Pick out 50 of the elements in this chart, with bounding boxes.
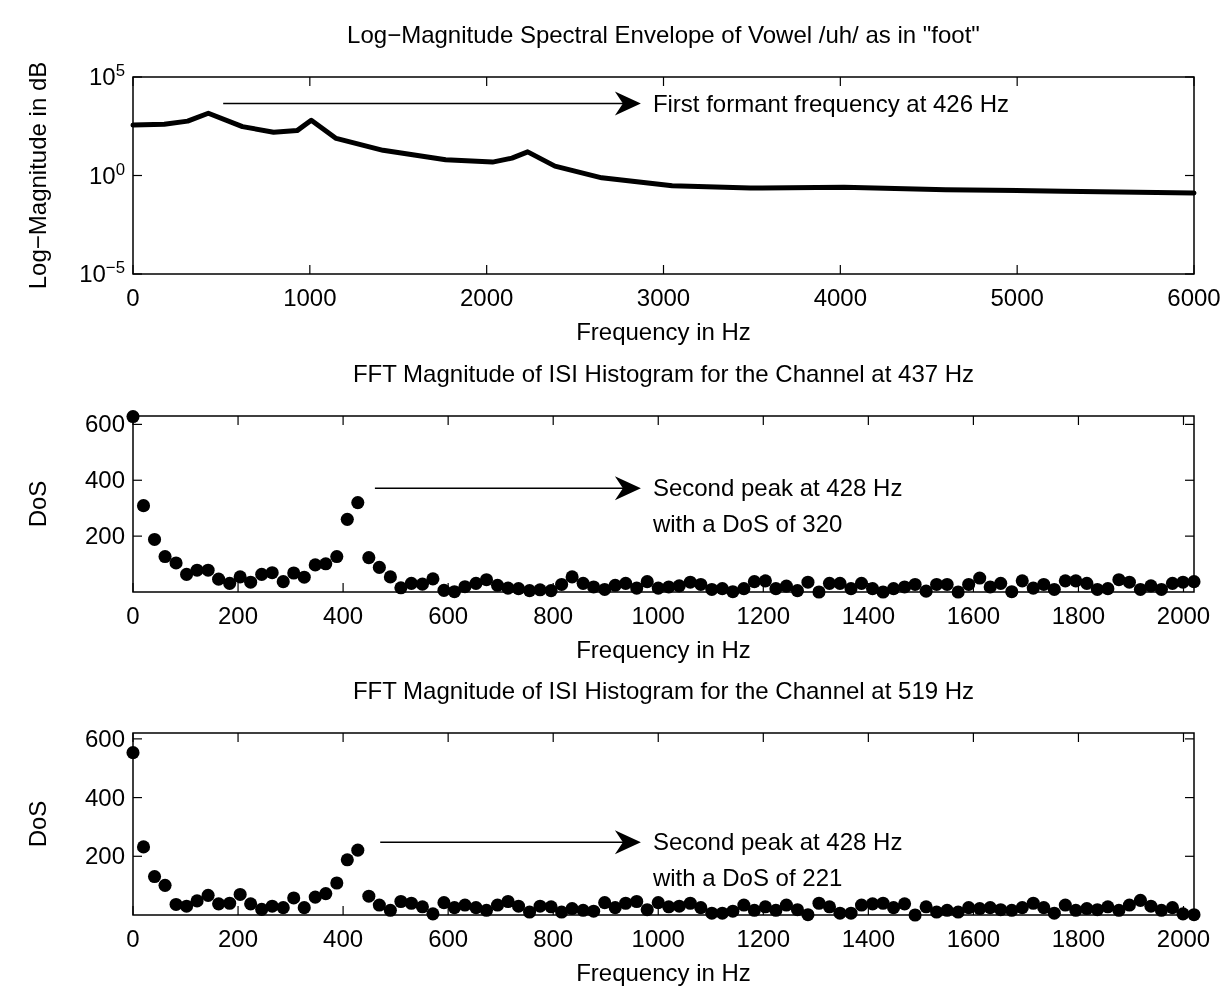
x-tick-label: 200: [218, 602, 259, 629]
x-tick-label: 1200: [736, 925, 790, 952]
x-tick-label: 5000: [990, 284, 1044, 311]
x-tick-label: 1400: [841, 925, 896, 952]
y-tick-label: 10$^{0}$: [88, 159, 125, 189]
x-tick-label: 1800: [1051, 925, 1106, 952]
x-tick-label: 0: [126, 925, 140, 952]
x-tick-label: 1000: [631, 602, 685, 629]
x-tick-label: 4000: [813, 284, 868, 311]
x-tick-label: 200: [218, 925, 259, 952]
x-tick-label: 2000: [459, 284, 514, 311]
annotation: Second peak at 428 Hz with a DoS of 320: [651, 474, 903, 538]
x-tick-label: 2000: [1156, 925, 1211, 952]
x-tick-label: 3000: [636, 284, 691, 311]
y-tick-label: 600: [84, 410, 125, 438]
x-tick-label: 800: [533, 925, 574, 952]
x-tick-label: 800: [533, 602, 574, 629]
x-tick-label: 600: [428, 602, 469, 629]
x-tick-label: 1000: [283, 284, 337, 311]
x-axis-title: Frequency in Hz: [576, 959, 751, 986]
y-tick-label: 400: [84, 783, 125, 811]
x-tick-label: 1400: [841, 602, 896, 629]
x-axis-title: Frequency in Hz: [576, 318, 751, 345]
x-axis-title: Frequency in Hz: [576, 636, 751, 663]
y-tick-label: 10$^{−5}$: [79, 257, 125, 287]
y-tick-label: 200: [84, 522, 125, 550]
x-tick-label: 6000: [1167, 284, 1221, 311]
x-tick-label: 400: [323, 925, 364, 952]
x-tick-label: 0: [126, 284, 140, 311]
annotation: First formant frequency at 426 Hz: [652, 89, 1010, 117]
x-tick-label: 400: [323, 602, 364, 629]
x-tick-label: 1800: [1051, 602, 1106, 629]
annotation: Second peak at 428 Hz with a DoS of 221: [651, 828, 903, 892]
y-tick-label: 10$^{5}$: [88, 60, 125, 90]
x-tick-label: 600: [428, 925, 469, 952]
chart-title: FFT Magnitude of ISI Histogram for the Channel at 437 Hz: [352, 360, 975, 387]
chart-title: FFT Magnitude of ISI Histogram for the Channel at 519 Hz: [352, 677, 975, 704]
y-tick-label: 600: [84, 724, 125, 752]
x-tick-label: 1000: [631, 925, 685, 952]
x-tick-label: 1600: [946, 925, 1001, 952]
chart-title: Log−Magnitude Spectral Envelope of Vowel /uh/ as in "foot": [347, 21, 980, 48]
x-tick-label: 2000: [1156, 602, 1211, 629]
y-axis-title: DoS: [24, 800, 51, 848]
y-tick-label: 200: [84, 842, 125, 870]
y-axis-title: DoS: [24, 480, 51, 528]
x-tick-label: 1600: [946, 602, 1001, 629]
x-tick-label: 0: [126, 602, 140, 629]
y-axis-title: Log−Magnitude in dB: [24, 61, 51, 290]
x-tick-label: 1200: [736, 602, 790, 629]
y-tick-label: 400: [84, 466, 125, 494]
